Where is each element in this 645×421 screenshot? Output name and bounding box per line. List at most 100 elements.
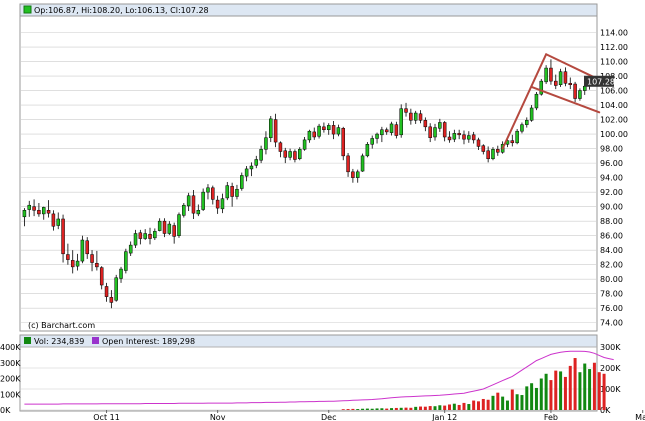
candle-down	[423, 120, 428, 128]
volume-bar	[510, 389, 514, 410]
candle-up	[27, 204, 31, 210]
open-interest-line	[24, 350, 614, 405]
candle-up	[182, 204, 186, 216]
candle-up	[529, 107, 534, 121]
volume-bar	[404, 407, 408, 410]
candle-down	[457, 133, 461, 136]
price-y-tick-label: 92.00	[600, 188, 623, 197]
candle-down	[162, 220, 167, 234]
price-y-tick-label: 100.00	[600, 130, 628, 139]
candle-up	[124, 251, 128, 271]
volume-right-axis: 300K 200K 100K 0K	[600, 343, 621, 415]
candle-up	[515, 130, 519, 144]
candle-down	[471, 134, 476, 141]
price-legend-text: Op:106.87, Hi:108.20, Lo:106.13, Cl:107.…	[34, 6, 209, 15]
candle-down	[384, 129, 389, 133]
volume-bar	[443, 405, 447, 410]
candle-up	[583, 85, 587, 91]
candle-down	[293, 151, 297, 160]
volume-panel-frame	[19, 334, 598, 412]
candle-up	[389, 123, 394, 133]
volume-bar	[356, 409, 360, 410]
candle-down	[66, 254, 70, 260]
candle-down	[554, 80, 558, 86]
volume-left-tick-label: 300K	[0, 359, 21, 368]
candle-down	[191, 195, 196, 214]
volume-bar	[370, 408, 374, 410]
price-y-tick-label: 94.00	[600, 174, 623, 183]
candle-down	[404, 108, 408, 113]
candle-up	[558, 71, 563, 86]
x-axis-label: Dec	[321, 413, 336, 421]
candle-down	[351, 171, 355, 178]
candle-down	[32, 206, 36, 211]
candle-down	[447, 136, 452, 141]
candle-up	[370, 138, 374, 145]
volume-bar	[573, 358, 577, 410]
volume-bar	[501, 396, 505, 410]
candle-down	[341, 128, 345, 157]
trendline	[545, 53, 601, 81]
volume-bar	[351, 408, 355, 410]
volume-bar	[390, 408, 394, 410]
price-y-tick-label: 102.00	[600, 116, 628, 125]
candle-up	[307, 130, 312, 141]
candle-down	[394, 124, 399, 136]
volume-bar	[597, 372, 601, 410]
candle-up	[433, 127, 437, 138]
volume-bar	[549, 380, 553, 410]
candle-up	[157, 220, 162, 231]
candle-down	[331, 125, 336, 135]
volume-bar	[578, 372, 582, 410]
volume-bar	[394, 407, 398, 410]
candle-up	[578, 90, 582, 99]
volume-bar	[409, 407, 413, 410]
candle-up	[220, 198, 225, 210]
last-price-marker: 107.28	[584, 75, 615, 87]
price-y-tick-label: 90.00	[600, 203, 623, 212]
volume-bar	[341, 409, 345, 410]
volume-bar	[539, 378, 543, 410]
volume-bar	[452, 403, 456, 410]
candle-up	[298, 149, 302, 160]
volume-bar	[588, 369, 592, 410]
x-axis-label: Oct 11	[93, 413, 120, 421]
price-legend-bar	[19, 3, 598, 17]
candle-up	[288, 151, 292, 158]
volume-bar	[530, 383, 534, 410]
candle-up	[244, 168, 249, 177]
candle-down	[476, 139, 481, 147]
price-y-axis: 74.00 76.00 78.00 80.00 82.00 84.00 86.00 88.00…	[600, 29, 628, 328]
candle-down	[90, 254, 94, 263]
candle-up	[491, 149, 495, 160]
price-y-tick-label: 114.00	[600, 29, 628, 38]
volume-bar	[467, 404, 471, 410]
candle-down	[568, 83, 573, 86]
candle-down	[496, 149, 500, 153]
x-axis-labels: Oct 11 Nov Dec Jan 12 Feb Mar	[93, 410, 645, 421]
candle-up	[128, 244, 133, 254]
candle-up	[355, 171, 360, 178]
candle-up	[56, 218, 60, 226]
candle-down	[95, 262, 99, 268]
price-gridlines	[20, 32, 597, 324]
candle-down	[278, 142, 283, 152]
volume-bar	[423, 406, 427, 410]
price-y-tick-label: 80.00	[600, 275, 623, 284]
volume-left-tick-label: 400K	[0, 343, 21, 352]
volume-bar	[414, 406, 418, 410]
volume-bar	[592, 362, 596, 410]
volume-left-tick-label: 200K	[0, 375, 21, 384]
candle-down	[273, 119, 278, 143]
volume-bar	[365, 408, 369, 410]
candle-down	[70, 260, 75, 268]
price-y-tick-label: 96.00	[600, 159, 623, 168]
candle-down	[138, 232, 143, 239]
candle-up	[525, 120, 529, 125]
candle-down	[510, 140, 515, 144]
candle-down	[109, 297, 114, 303]
trendline	[501, 53, 548, 150]
x-axis-label: Nov	[210, 413, 226, 421]
x-axis-label: Jan 12	[431, 413, 457, 421]
